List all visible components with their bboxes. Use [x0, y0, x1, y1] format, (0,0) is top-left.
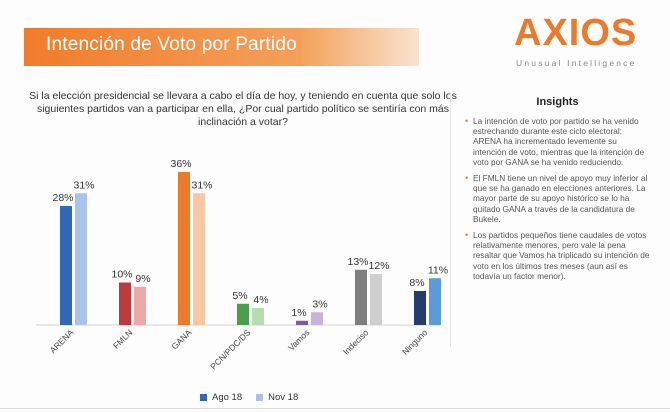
- bottom-rule: [0, 408, 670, 409]
- bar-value-label: 12%: [368, 260, 389, 272]
- x-tick-label: Indeciso: [341, 327, 371, 357]
- bar-value-label: 4%: [253, 294, 268, 306]
- bar-value-label: 28%: [52, 192, 73, 204]
- legend-label: Nov 18: [268, 392, 299, 403]
- x-tick-label: ARENA: [48, 327, 76, 355]
- legend-swatch: [256, 394, 264, 401]
- bar-indeciso-nov-18: [370, 274, 382, 325]
- bar-gana-ago-18: [178, 172, 190, 325]
- bar-value-label: 5%: [232, 290, 247, 302]
- insight-text: Los partidos pequeños tiene caudales de …: [473, 230, 650, 281]
- x-tick-label: FMLN: [111, 327, 134, 350]
- bar-value-label: 11%: [428, 264, 448, 276]
- bar-value-label: 1%: [291, 307, 306, 319]
- chart-legend: Ago 18 Nov 18: [200, 392, 298, 403]
- page-title: Intención de Voto por Partido: [46, 34, 297, 55]
- bar-value-label: 10%: [111, 269, 132, 281]
- bar-arena-ago-18: [60, 206, 72, 325]
- bullet-icon: •: [465, 173, 469, 184]
- x-tick-label: PCN/PDC/DS: [208, 327, 252, 371]
- legend-item: Ago 18: [200, 392, 242, 403]
- insight-item: • Los partidos pequeños tiene caudales de…: [465, 230, 650, 281]
- title-banner: [24, 28, 419, 66]
- bar-indeciso-ago-18: [355, 269, 367, 325]
- bar-ninguno-ago-18: [414, 291, 426, 325]
- insight-item: • La intención de voto por partido se ha …: [465, 116, 650, 167]
- bar-gana-nov-18: [193, 193, 205, 325]
- bar-arena-nov-18: [75, 193, 87, 325]
- bar-value-label: 31%: [191, 179, 212, 191]
- axios-logo: AXIOS: [514, 12, 638, 54]
- insights-list: • La intención de voto por partido se ha …: [465, 116, 650, 281]
- x-tick-label: GANA: [169, 327, 193, 351]
- legend-label: Ago 18: [212, 392, 243, 403]
- bullet-icon: •: [465, 230, 469, 241]
- survey-question: Si la elección presidencial se llevara a…: [29, 90, 457, 128]
- bar-ninguno-nov-18: [429, 278, 441, 325]
- logo-tagline: Unusual Intelligence: [516, 58, 637, 68]
- bar-value-label: 9%: [135, 273, 150, 285]
- bar-pcn-pdc-ds-nov-18: [252, 308, 264, 325]
- legend-swatch: [200, 394, 207, 401]
- insights-heading: Insights: [536, 96, 579, 108]
- bar-value-label: 36%: [170, 158, 191, 170]
- legend-item: Nov 18: [256, 392, 298, 403]
- bar-value-label: 3%: [312, 298, 327, 310]
- divider: [450, 92, 451, 347]
- insight-item: • El FMLN tiene un nivel de apoyo muy inf…: [465, 173, 650, 224]
- insight-text: El FMLN tiene un nivel de apoyo muy infe…: [473, 173, 648, 224]
- bar-value-label: 13%: [347, 256, 368, 268]
- x-tick-label: Vamos: [286, 327, 311, 352]
- x-tick-label: Ninguno: [400, 327, 430, 357]
- bullet-icon: •: [465, 116, 469, 126]
- insights-panel: Insights • La intención de voto por parti…: [465, 96, 650, 287]
- bar-fmln-nov-18: [134, 286, 146, 325]
- bar-vamos-ago-18: [296, 320, 308, 325]
- bar-value-label: 31%: [73, 179, 94, 191]
- bar-pcn-pdc-ds-ago-18: [237, 303, 249, 325]
- bar-value-label: 8%: [409, 277, 424, 289]
- bar-vamos-nov-18: [311, 312, 323, 325]
- insight-text: La intención de voto por partido se ha v…: [473, 116, 645, 167]
- bar-fmln-ago-18: [119, 282, 131, 325]
